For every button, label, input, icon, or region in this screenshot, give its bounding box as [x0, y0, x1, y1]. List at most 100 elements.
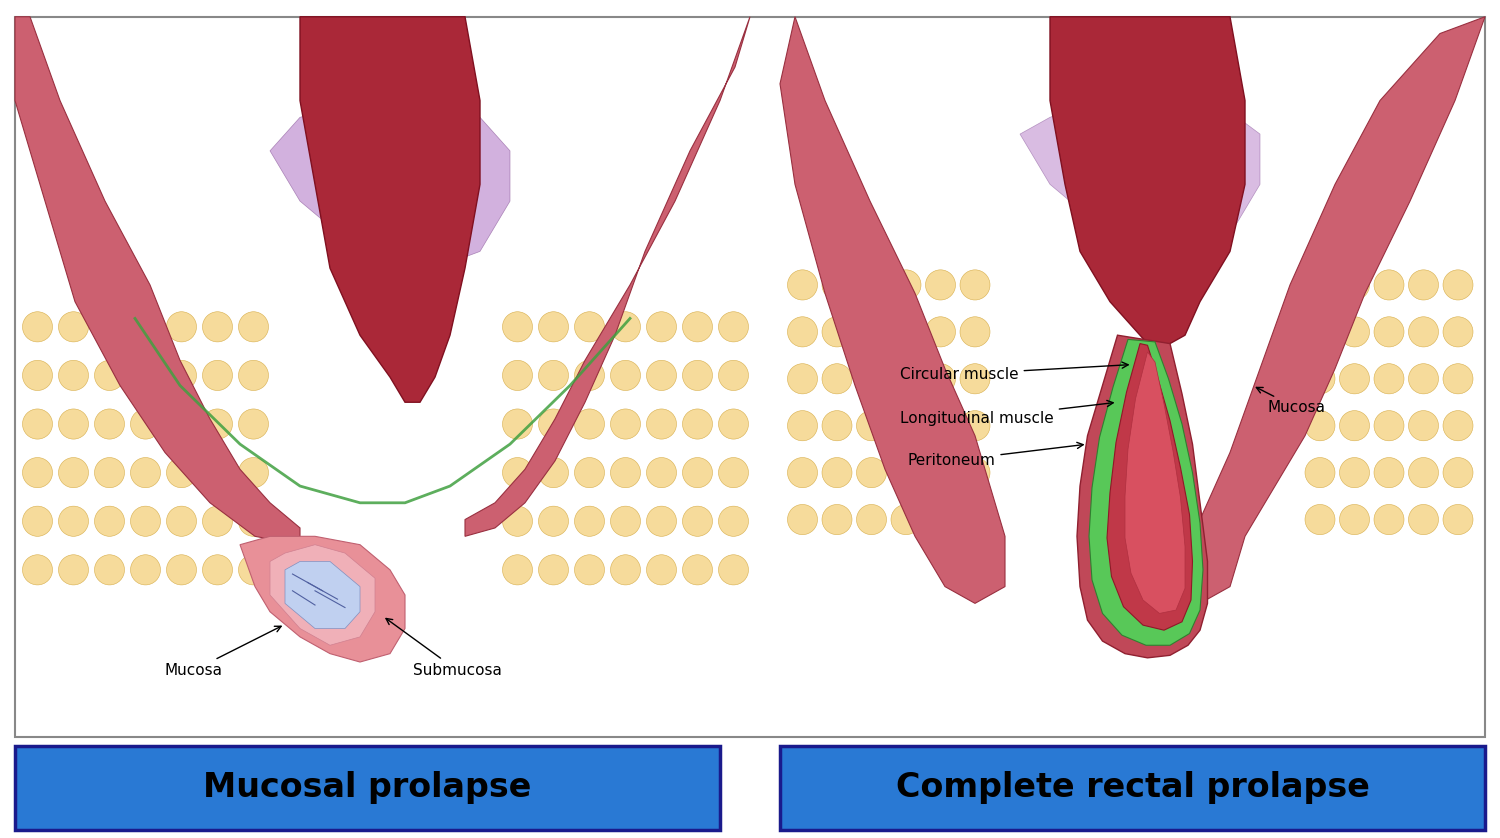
Ellipse shape	[856, 317, 886, 347]
Ellipse shape	[58, 458, 88, 488]
Ellipse shape	[238, 506, 268, 536]
FancyBboxPatch shape	[780, 746, 1485, 830]
Ellipse shape	[538, 458, 568, 488]
Ellipse shape	[94, 409, 124, 439]
Ellipse shape	[891, 364, 921, 394]
Ellipse shape	[891, 504, 921, 535]
Ellipse shape	[856, 458, 886, 488]
Ellipse shape	[94, 312, 124, 342]
Ellipse shape	[1340, 317, 1370, 347]
Ellipse shape	[926, 504, 956, 535]
Ellipse shape	[718, 555, 748, 585]
Text: Complete rectal prolapse: Complete rectal prolapse	[896, 771, 1370, 804]
Text: Circular muscle: Circular muscle	[900, 362, 1128, 382]
Polygon shape	[465, 17, 750, 536]
Ellipse shape	[682, 458, 712, 488]
Text: Longitudinal muscle: Longitudinal muscle	[900, 401, 1113, 427]
Ellipse shape	[788, 458, 818, 488]
Ellipse shape	[238, 312, 268, 342]
FancyBboxPatch shape	[15, 746, 720, 830]
Ellipse shape	[822, 411, 852, 441]
Polygon shape	[270, 545, 375, 645]
Ellipse shape	[610, 409, 640, 439]
Ellipse shape	[166, 312, 196, 342]
Polygon shape	[1077, 335, 1208, 658]
Ellipse shape	[1408, 317, 1438, 347]
Ellipse shape	[503, 506, 532, 536]
Ellipse shape	[822, 270, 852, 300]
Ellipse shape	[646, 360, 676, 391]
Ellipse shape	[574, 409, 604, 439]
Ellipse shape	[238, 555, 268, 585]
Ellipse shape	[822, 364, 852, 394]
Ellipse shape	[1408, 270, 1438, 300]
Ellipse shape	[610, 360, 640, 391]
Ellipse shape	[538, 312, 568, 342]
Ellipse shape	[1340, 364, 1370, 394]
Ellipse shape	[718, 506, 748, 536]
Ellipse shape	[822, 317, 852, 347]
Ellipse shape	[94, 458, 124, 488]
Ellipse shape	[682, 555, 712, 585]
Ellipse shape	[1374, 270, 1404, 300]
Ellipse shape	[960, 317, 990, 347]
Ellipse shape	[960, 504, 990, 535]
Ellipse shape	[682, 312, 712, 342]
Ellipse shape	[1340, 504, 1370, 535]
Polygon shape	[780, 17, 1005, 603]
Ellipse shape	[926, 458, 956, 488]
Polygon shape	[1089, 339, 1203, 645]
Ellipse shape	[788, 364, 818, 394]
Ellipse shape	[891, 458, 921, 488]
Text: Mucosal prolapse: Mucosal prolapse	[204, 771, 531, 804]
Ellipse shape	[130, 555, 160, 585]
Ellipse shape	[574, 458, 604, 488]
Ellipse shape	[22, 555, 53, 585]
Ellipse shape	[130, 458, 160, 488]
Ellipse shape	[238, 458, 268, 488]
Ellipse shape	[926, 364, 956, 394]
Ellipse shape	[202, 506, 232, 536]
Ellipse shape	[926, 270, 956, 300]
Polygon shape	[1107, 344, 1192, 630]
Ellipse shape	[238, 360, 268, 391]
Ellipse shape	[1305, 364, 1335, 394]
Ellipse shape	[202, 360, 232, 391]
Ellipse shape	[58, 360, 88, 391]
Polygon shape	[1020, 92, 1260, 251]
Ellipse shape	[1443, 458, 1473, 488]
Ellipse shape	[22, 506, 53, 536]
Ellipse shape	[22, 360, 53, 391]
Ellipse shape	[574, 506, 604, 536]
Ellipse shape	[1340, 458, 1370, 488]
Text: Mucosa: Mucosa	[1257, 387, 1326, 416]
Ellipse shape	[822, 504, 852, 535]
Ellipse shape	[960, 458, 990, 488]
Ellipse shape	[22, 409, 53, 439]
Ellipse shape	[94, 555, 124, 585]
Text: Mucosa: Mucosa	[165, 626, 280, 678]
Polygon shape	[300, 17, 480, 402]
Ellipse shape	[130, 506, 160, 536]
Ellipse shape	[202, 312, 232, 342]
Ellipse shape	[610, 506, 640, 536]
Ellipse shape	[646, 506, 676, 536]
Polygon shape	[1125, 352, 1185, 613]
Ellipse shape	[538, 555, 568, 585]
Ellipse shape	[718, 312, 748, 342]
Ellipse shape	[788, 317, 818, 347]
Ellipse shape	[1374, 411, 1404, 441]
Ellipse shape	[503, 360, 532, 391]
Ellipse shape	[891, 317, 921, 347]
Ellipse shape	[926, 317, 956, 347]
Ellipse shape	[58, 409, 88, 439]
Ellipse shape	[646, 555, 676, 585]
Ellipse shape	[610, 555, 640, 585]
Ellipse shape	[646, 458, 676, 488]
Ellipse shape	[856, 411, 886, 441]
Ellipse shape	[788, 270, 818, 300]
Polygon shape	[285, 561, 360, 628]
Ellipse shape	[788, 504, 818, 535]
Ellipse shape	[891, 270, 921, 300]
Ellipse shape	[238, 409, 268, 439]
